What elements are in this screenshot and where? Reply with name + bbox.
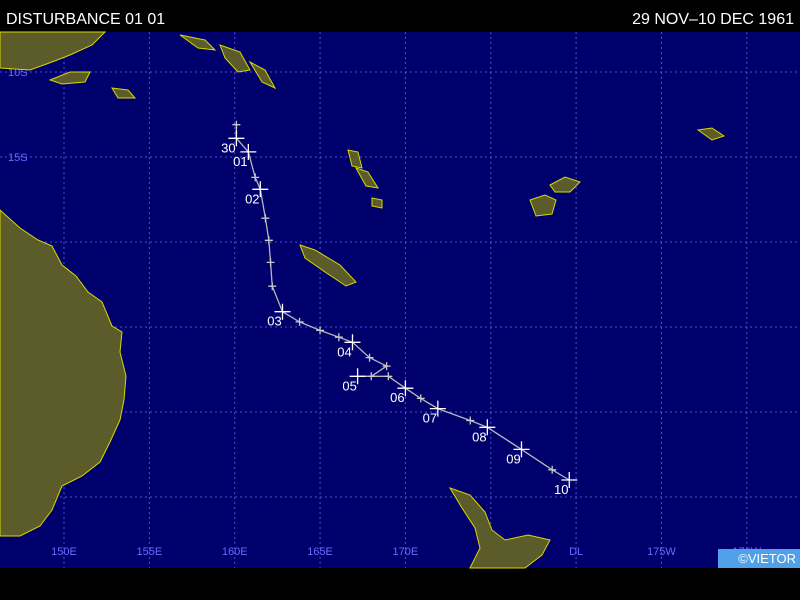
track-point xyxy=(252,181,269,198)
track-point xyxy=(548,465,557,474)
samoa xyxy=(696,127,726,141)
lat-label: 15S xyxy=(8,152,28,164)
title: DISTURBANCE 01 01 xyxy=(6,11,165,28)
track-point xyxy=(416,394,425,403)
ocean xyxy=(0,32,800,568)
day-label: 30 xyxy=(221,140,235,155)
new-caledonia xyxy=(299,244,357,287)
track-point xyxy=(232,120,241,129)
track-point xyxy=(240,143,257,160)
credit-box xyxy=(718,549,800,568)
new-britain xyxy=(48,71,91,85)
track-point xyxy=(382,362,391,371)
vanuatu xyxy=(354,167,380,189)
track-point xyxy=(261,214,270,223)
fiji xyxy=(529,194,557,217)
track-point xyxy=(479,419,496,436)
track-point xyxy=(344,334,361,351)
solomon-island xyxy=(248,60,277,90)
solomon-island xyxy=(179,34,217,51)
day-label: 06 xyxy=(390,390,404,405)
bougainville xyxy=(219,44,251,73)
track-point xyxy=(561,472,578,488)
solomon-island xyxy=(111,87,137,99)
day-label: 07 xyxy=(423,411,437,426)
track-point xyxy=(274,303,291,320)
lon-label: 175W xyxy=(647,546,676,558)
day-label: 08 xyxy=(472,429,486,444)
track-point xyxy=(365,353,374,362)
track-point xyxy=(264,236,273,245)
track-point xyxy=(384,372,393,381)
lon-label: 160E xyxy=(222,546,248,558)
track-point xyxy=(466,416,475,425)
vanuatu xyxy=(347,149,363,169)
new-guinea xyxy=(0,31,107,71)
vanuatu xyxy=(371,197,383,209)
track-point xyxy=(367,372,376,381)
credit: ©VIETOR xyxy=(738,551,796,566)
track-point xyxy=(349,368,366,385)
track-point xyxy=(228,130,245,147)
land xyxy=(0,31,726,569)
day-label: 03 xyxy=(267,314,281,329)
day-label: 04 xyxy=(337,344,351,359)
lon-label: 165E xyxy=(307,546,333,558)
new-zealand xyxy=(448,487,551,569)
track-point xyxy=(251,173,260,182)
day-label: 05 xyxy=(342,378,356,393)
track-point xyxy=(268,282,277,291)
track-point xyxy=(295,317,304,326)
day-label: 09 xyxy=(506,451,520,466)
fiji xyxy=(549,176,581,193)
lon-label: 170E xyxy=(393,546,419,558)
day-label: 01 xyxy=(233,154,247,169)
australia xyxy=(0,209,127,537)
track-point xyxy=(513,441,530,458)
track-point xyxy=(334,333,343,342)
period: 29 NOV–10 DEC 1961 xyxy=(632,11,794,28)
day-label: 10 xyxy=(554,482,568,497)
lon-label: 150E xyxy=(51,546,77,558)
track-point xyxy=(429,400,446,417)
lon-label: DL xyxy=(569,546,583,558)
track-point xyxy=(397,380,414,397)
track-point xyxy=(266,258,275,267)
track-point xyxy=(316,326,325,335)
day-label: 02 xyxy=(245,191,259,206)
lon-label: 155E xyxy=(136,546,162,558)
